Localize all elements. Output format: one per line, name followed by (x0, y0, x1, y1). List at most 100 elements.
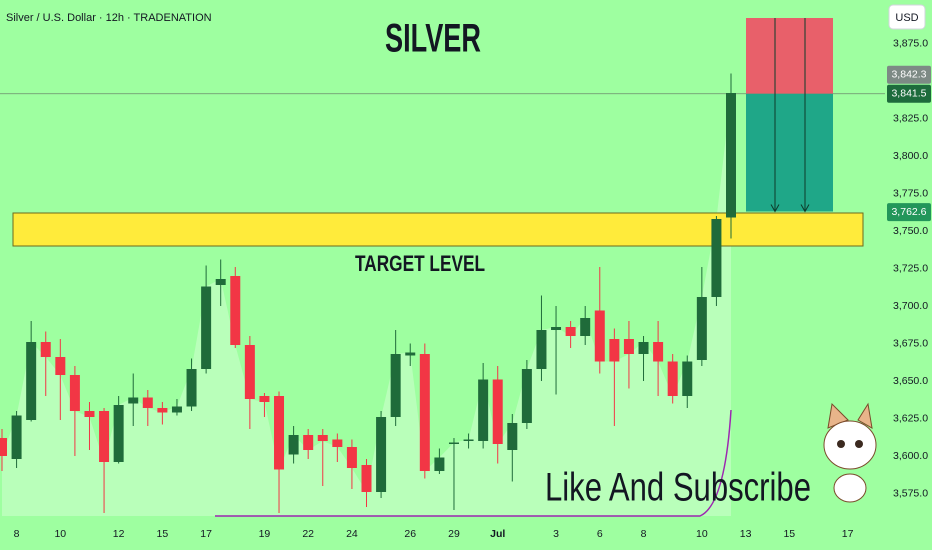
stop-zone (746, 18, 833, 94)
candle-body (463, 439, 474, 441)
x-tick-label: 12 (113, 528, 125, 540)
candle-body (551, 327, 562, 330)
target-zone-box (746, 93, 833, 212)
x-tick-label: 29 (448, 528, 460, 540)
x-tick-label: 8 (14, 528, 20, 540)
y-tick-label: 3,600.0 (893, 450, 928, 462)
target-zone (12, 212, 864, 247)
candle-body (653, 342, 664, 362)
price-label: 3,762.6 (891, 206, 926, 218)
price-label-box (887, 65, 931, 84)
candle-body (434, 457, 445, 471)
y-tick-label: 3,750.0 (893, 225, 928, 237)
candle-body (682, 361, 693, 396)
candle-body (317, 435, 328, 441)
candle-body (303, 435, 314, 450)
candle-body (11, 415, 22, 459)
candle-body (142, 397, 153, 408)
y-tick-label: 3,725.0 (893, 262, 928, 274)
y-tick-label: 3,825.0 (893, 112, 928, 124)
candle-body (726, 93, 736, 218)
candle-body (419, 354, 430, 471)
candle-body (259, 396, 270, 402)
x-tick-label: 24 (346, 528, 358, 540)
candle-body (492, 379, 503, 444)
plot (0, 18, 885, 516)
y-tick-label: 3,875.0 (893, 37, 928, 49)
candle-body (244, 345, 255, 399)
candle-body (638, 342, 649, 354)
y-tick-label: 3,800.0 (893, 150, 928, 162)
x-tick-label: 6 (597, 528, 603, 540)
currency[interactable]: USD (895, 12, 918, 24)
candle-body (667, 361, 678, 396)
arrow-head (800, 204, 810, 213)
x-tick-label: 15 (783, 528, 795, 540)
x-tick-label: 10 (54, 528, 66, 540)
price-label: 3,841.5 (891, 88, 926, 100)
candle-body (332, 439, 343, 447)
candle-body (274, 396, 285, 470)
y-tick-label: 3,700.0 (893, 300, 928, 312)
chart-title: SILVER (385, 17, 481, 61)
y-tick-label: 3,775.0 (893, 187, 928, 199)
candle-body (0, 438, 7, 456)
candle-body (361, 465, 372, 492)
annotation: Like And Subscribe (545, 466, 811, 510)
y-tick-label: 3,625.0 (893, 412, 928, 424)
x-tick-label: 8 (641, 528, 647, 540)
candle-body (696, 297, 707, 360)
candle-body (171, 406, 182, 413)
candle-body (84, 411, 95, 417)
candle-body (609, 339, 620, 362)
candle-body (157, 408, 168, 413)
candle-body (99, 411, 110, 462)
x-tick-label: 15 (157, 528, 169, 540)
currency-box[interactable] (888, 4, 926, 30)
candle-body (201, 286, 212, 369)
close-area (2, 93, 731, 516)
candle-body (711, 219, 722, 297)
candle-body (390, 354, 401, 417)
zone-label: TARGET LEVEL (355, 251, 485, 276)
candle-body (346, 447, 357, 468)
candle-body (376, 417, 387, 492)
arrow-head (770, 204, 780, 213)
x-tick-label: 19 (259, 528, 271, 540)
indicator-line (215, 409, 732, 517)
candle-body (55, 357, 66, 375)
y-tick-label: 3,575.0 (893, 487, 928, 499)
price-label-box (887, 84, 931, 103)
candle-body (288, 435, 299, 455)
x-tick-label: Jul (490, 528, 505, 540)
price-label: 3,842.3 (891, 69, 926, 81)
candle-body (565, 327, 576, 336)
candle-body (623, 339, 634, 354)
x-tick-label: 17 (200, 528, 212, 540)
candle-body (113, 405, 124, 462)
candle-body (478, 379, 489, 441)
x-tick-label: 26 (404, 528, 416, 540)
candle-body (448, 442, 459, 444)
candle-body (26, 342, 37, 420)
candle-body (69, 375, 80, 411)
mascot (823, 402, 877, 503)
candle-body (405, 352, 416, 356)
x-tick-label: 3 (553, 528, 559, 540)
candle-body (536, 330, 547, 369)
price-label-box (887, 203, 931, 222)
y-tick-label: 3,650.0 (893, 375, 928, 387)
candle-body (594, 310, 605, 362)
candle-body (230, 276, 241, 345)
candle-body (521, 369, 532, 423)
y-tick-label: 3,675.0 (893, 337, 928, 349)
x-tick-label: 10 (696, 528, 708, 540)
x-tick-label: 22 (302, 528, 314, 540)
header: Silver / U.S. Dollar · 12h · TRADENATION (6, 12, 212, 24)
candle-body (186, 369, 197, 407)
candle-body (580, 318, 591, 336)
candle-body (507, 423, 518, 450)
x-tick-label: 13 (740, 528, 752, 540)
